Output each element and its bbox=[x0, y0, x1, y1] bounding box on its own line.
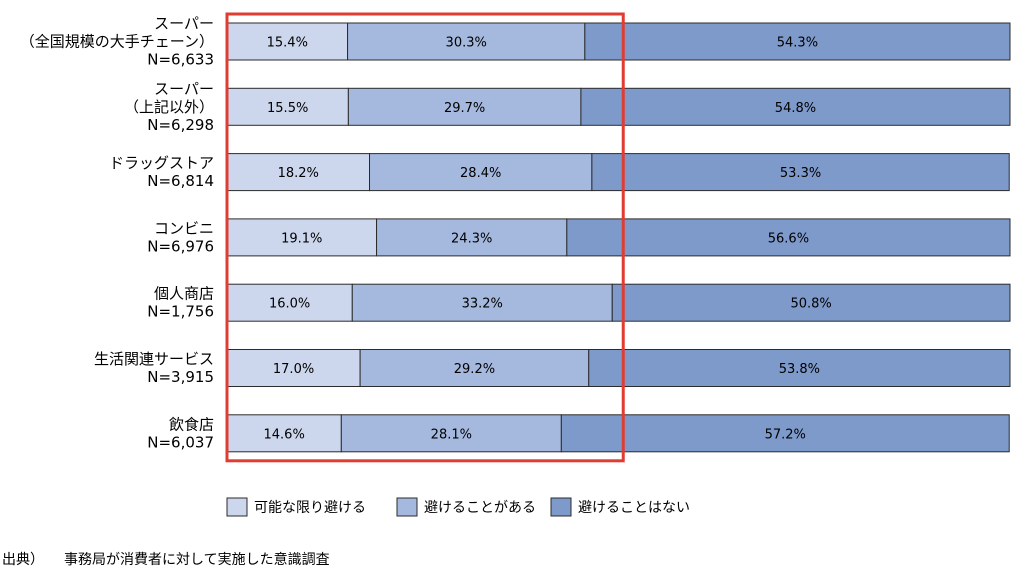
bar-segment bbox=[359, 349, 590, 387]
legend-swatch bbox=[550, 497, 572, 517]
bar-segment bbox=[226, 22, 349, 61]
category-label-line: 個人商店 bbox=[154, 285, 214, 303]
category-label: 個人商店 N=1,756 bbox=[147, 285, 214, 321]
highlight-box bbox=[225, 12, 625, 463]
category-label-line: 飲食店 bbox=[169, 415, 214, 433]
category-label-line: N=6,037 bbox=[147, 433, 214, 451]
category-label-line: N=1,756 bbox=[147, 303, 214, 321]
category-label: 飲食店 N=6,037 bbox=[147, 415, 214, 451]
category-label-line: N=6,814 bbox=[147, 172, 214, 190]
legend-swatch bbox=[226, 497, 248, 517]
bar-segment bbox=[580, 87, 1011, 126]
bar-segment bbox=[351, 283, 613, 322]
category-label: スーパー（全国規模の大手チェーン） N=6,633 bbox=[20, 15, 214, 69]
bar-segment bbox=[369, 153, 593, 192]
data-label: 29.7% bbox=[444, 101, 485, 116]
data-label: 57.2% bbox=[765, 427, 806, 442]
data-label: 54.8% bbox=[775, 101, 816, 116]
bar-segment bbox=[611, 283, 1011, 322]
data-label: 15.5% bbox=[267, 101, 308, 116]
bar-segment bbox=[347, 87, 582, 126]
category-label-line: N=3,915 bbox=[147, 368, 214, 386]
legend-swatch bbox=[396, 497, 418, 517]
data-label: 56.6% bbox=[768, 231, 809, 246]
category-label: ドラッグストア N=6,814 bbox=[109, 154, 214, 190]
legend-label: 可能な限り避ける bbox=[254, 500, 366, 516]
data-label: 19.1% bbox=[281, 231, 322, 246]
data-label: 30.3% bbox=[446, 36, 487, 51]
category-label-line: （全国規模の大手チェーン） bbox=[20, 33, 214, 51]
bar-segment bbox=[340, 414, 562, 453]
category-label: スーパー（上記以外） N=6,298 bbox=[124, 80, 214, 134]
category-label: 生活関連サービス N=3,915 bbox=[94, 350, 214, 386]
category-label-line: （上記以外） bbox=[124, 98, 214, 116]
bar-segment bbox=[588, 349, 1011, 387]
bar-segment bbox=[566, 218, 1011, 257]
legend-label: 避けることはない bbox=[578, 500, 690, 516]
category-label-line: スーパー bbox=[154, 15, 214, 33]
bar-segment bbox=[226, 153, 371, 192]
category-label: コンビニ N=6,976 bbox=[147, 219, 214, 255]
data-label: 16.0% bbox=[269, 297, 310, 312]
data-label: 24.3% bbox=[451, 231, 492, 246]
data-label: 54.3% bbox=[777, 36, 818, 51]
data-label: 50.8% bbox=[790, 297, 831, 312]
data-label: 33.2% bbox=[462, 297, 503, 312]
category-label-line: N=6,976 bbox=[147, 237, 214, 255]
legend-label: 避けることがある bbox=[424, 500, 536, 516]
category-label-line: ドラッグストア bbox=[109, 154, 214, 172]
bar-segment bbox=[347, 22, 586, 61]
category-label-line: スーパー bbox=[154, 80, 214, 98]
data-label: 28.4% bbox=[460, 166, 501, 181]
source-note: 出典） 事務局が消費者に対して実施した意識調査 bbox=[2, 549, 330, 569]
bar-segment bbox=[584, 22, 1011, 61]
data-label: 53.3% bbox=[780, 166, 821, 181]
category-label-line: N=6,298 bbox=[147, 116, 214, 134]
bar-segment bbox=[226, 414, 342, 453]
data-label: 17.0% bbox=[273, 362, 314, 377]
data-label: 18.2% bbox=[278, 166, 319, 181]
bar-segment bbox=[591, 153, 1010, 192]
bar-segment bbox=[226, 218, 378, 257]
data-label: 29.2% bbox=[454, 362, 495, 377]
source-text: 事務局が消費者に対して実施した意識調査 bbox=[64, 552, 330, 568]
bar-segment bbox=[226, 283, 353, 322]
data-label: 53.8% bbox=[779, 362, 820, 377]
source-prefix: 出典） bbox=[2, 552, 44, 568]
category-label-line: N=6,633 bbox=[147, 51, 214, 69]
category-label-line: コンビニ bbox=[154, 219, 214, 237]
category-label-line: 生活関連サービス bbox=[94, 350, 214, 368]
data-label: 28.1% bbox=[431, 427, 472, 442]
data-label: 15.4% bbox=[267, 36, 308, 51]
bar-segment bbox=[560, 414, 1010, 453]
data-label: 14.6% bbox=[264, 427, 305, 442]
